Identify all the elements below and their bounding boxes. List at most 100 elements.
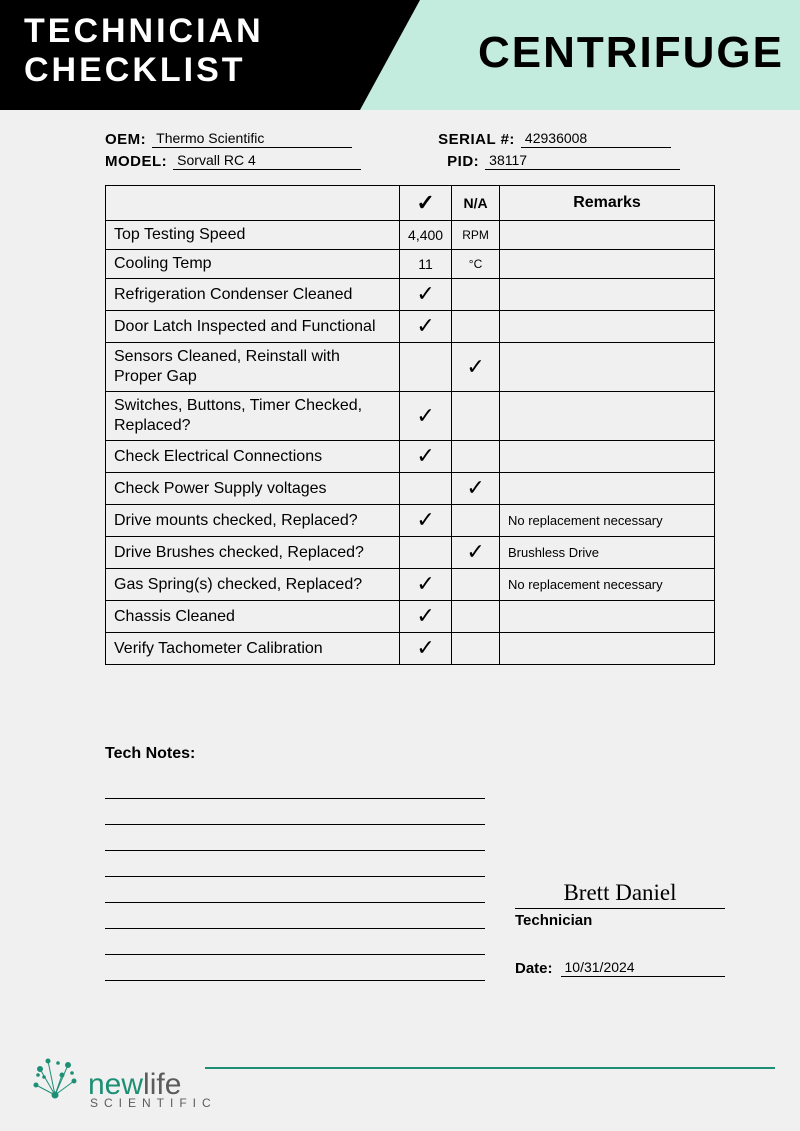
checklist-header-row: ✓ N/A Remarks — [106, 186, 715, 221]
signature-role: Technician — [515, 908, 725, 929]
cell-check[interactable]: 11 — [400, 250, 452, 279]
label-oem: OEM: — [105, 131, 146, 148]
note-line[interactable] — [105, 879, 485, 903]
check-mark-icon: ✓ — [416, 313, 434, 338]
cell-desc: Sensors Cleaned, Reinstall with Proper G… — [106, 343, 400, 392]
check-mark-icon: ✓ — [466, 475, 484, 500]
checklist-table: ✓ N/A Remarks Top Testing Speed4,400RPMC… — [105, 185, 715, 665]
checklist-table-wrap: ✓ N/A Remarks Top Testing Speed4,400RPMC… — [105, 185, 715, 665]
cell-remark[interactable] — [500, 343, 715, 392]
table-row: Check Electrical Connections✓ — [106, 441, 715, 473]
cell-check[interactable] — [400, 343, 452, 392]
th-check: ✓ — [400, 186, 452, 221]
note-line[interactable] — [105, 827, 485, 851]
cell-remark[interactable] — [500, 279, 715, 311]
cell-check[interactable]: 4,400 — [400, 221, 452, 250]
cell-na[interactable]: ✓ — [452, 343, 500, 392]
logo-subtitle: SCIENTIFIC — [90, 1099, 217, 1109]
header-title-right: CENTRIFUGE — [478, 28, 784, 78]
signature-name: Brett Daniel — [515, 880, 725, 908]
note-line[interactable] — [105, 775, 485, 799]
cell-check[interactable]: ✓ — [400, 392, 452, 441]
footer-logo: newlife SCIENTIFIC — [28, 1055, 217, 1109]
table-row: Verify Tachometer Calibration✓ — [106, 633, 715, 665]
cell-remark[interactable] — [500, 633, 715, 665]
note-line[interactable] — [105, 853, 485, 877]
cell-remark[interactable]: No replacement necessary — [500, 505, 715, 537]
value-pid[interactable]: 38117 — [485, 152, 680, 170]
cell-na[interactable]: RPM — [452, 221, 500, 250]
table-row: Check Power Supply voltages✓ — [106, 473, 715, 505]
note-line[interactable] — [105, 801, 485, 825]
value-oem[interactable]: Thermo Scientific — [152, 130, 352, 148]
cell-remark[interactable] — [500, 250, 715, 279]
note-line[interactable] — [105, 957, 485, 981]
cell-check[interactable]: ✓ — [400, 279, 452, 311]
cell-na[interactable] — [452, 311, 500, 343]
cell-na[interactable]: °C — [452, 250, 500, 279]
cell-desc: Top Testing Speed — [106, 221, 400, 250]
cell-desc: Gas Spring(s) checked, Replaced? — [106, 569, 400, 601]
check-mark-icon: ✓ — [416, 507, 434, 532]
cell-na[interactable]: ✓ — [452, 537, 500, 569]
cell-desc: Chassis Cleaned — [106, 601, 400, 633]
cell-check[interactable]: ✓ — [400, 633, 452, 665]
cell-na[interactable] — [452, 601, 500, 633]
table-row: Chassis Cleaned✓ — [106, 601, 715, 633]
cell-check[interactable]: ✓ — [400, 569, 452, 601]
cell-remark[interactable] — [500, 601, 715, 633]
th-na: N/A — [452, 186, 500, 221]
cell-na[interactable] — [452, 569, 500, 601]
table-row: Top Testing Speed4,400RPM — [106, 221, 715, 250]
cell-check[interactable]: ✓ — [400, 505, 452, 537]
table-row: Cooling Temp11°C — [106, 250, 715, 279]
cell-remark[interactable] — [500, 221, 715, 250]
cell-remark[interactable] — [500, 392, 715, 441]
date-label: Date: — [515, 960, 553, 977]
value-serial[interactable]: 42936008 — [521, 130, 671, 148]
cell-na[interactable]: ✓ — [452, 473, 500, 505]
cell-check[interactable]: ✓ — [400, 311, 452, 343]
table-row: Door Latch Inspected and Functional ✓ — [106, 311, 715, 343]
check-mark-icon: ✓ — [416, 403, 434, 428]
field-model: MODEL: Sorvall RC 4 — [105, 152, 361, 170]
note-line[interactable] — [105, 905, 485, 929]
check-mark-icon: ✓ — [466, 354, 484, 379]
label-pid: PID: — [447, 153, 479, 170]
cell-na[interactable] — [452, 279, 500, 311]
cell-remark[interactable]: Brushless Drive — [500, 537, 715, 569]
cell-remark[interactable] — [500, 311, 715, 343]
th-remarks: Remarks — [500, 186, 715, 221]
value-model[interactable]: Sorvall RC 4 — [173, 152, 361, 170]
cell-remark[interactable]: No replacement necessary — [500, 569, 715, 601]
logo-text: newlife SCIENTIFIC — [88, 1073, 217, 1109]
cell-check[interactable]: ✓ — [400, 601, 452, 633]
cell-na[interactable] — [452, 441, 500, 473]
cell-na[interactable] — [452, 505, 500, 537]
header-title-left: TECHNICIAN CHECKLIST — [24, 12, 264, 90]
table-row: Sensors Cleaned, Reinstall with Proper G… — [106, 343, 715, 392]
tech-notes-title: Tech Notes: — [105, 745, 485, 763]
th-desc — [106, 186, 400, 221]
cell-na[interactable] — [452, 633, 500, 665]
date-row: Date: 10/31/2024 — [515, 959, 725, 977]
table-row: Refrigeration Condenser Cleaned✓ — [106, 279, 715, 311]
cell-check[interactable] — [400, 537, 452, 569]
info-block: OEM: Thermo Scientific SERIAL #: 4293600… — [105, 130, 725, 174]
field-oem: OEM: Thermo Scientific — [105, 130, 352, 148]
cell-desc: Check Electrical Connections — [106, 441, 400, 473]
table-row: Switches, Buttons, Timer Checked, Replac… — [106, 392, 715, 441]
tech-notes: Tech Notes: — [105, 745, 485, 983]
signature-block: Brett Daniel Technician Date: 10/31/2024 — [515, 880, 725, 977]
date-value[interactable]: 10/31/2024 — [561, 959, 725, 977]
cell-desc: Door Latch Inspected and Functional — [106, 311, 400, 343]
cell-remark[interactable] — [500, 441, 715, 473]
table-row: Gas Spring(s) checked, Replaced?✓ No repl… — [106, 569, 715, 601]
label-model: MODEL: — [105, 153, 167, 170]
cell-check[interactable] — [400, 473, 452, 505]
cell-remark[interactable] — [500, 473, 715, 505]
check-mark-icon: ✓ — [416, 281, 434, 306]
cell-na[interactable] — [452, 392, 500, 441]
note-line[interactable] — [105, 931, 485, 955]
cell-check[interactable]: ✓ — [400, 441, 452, 473]
